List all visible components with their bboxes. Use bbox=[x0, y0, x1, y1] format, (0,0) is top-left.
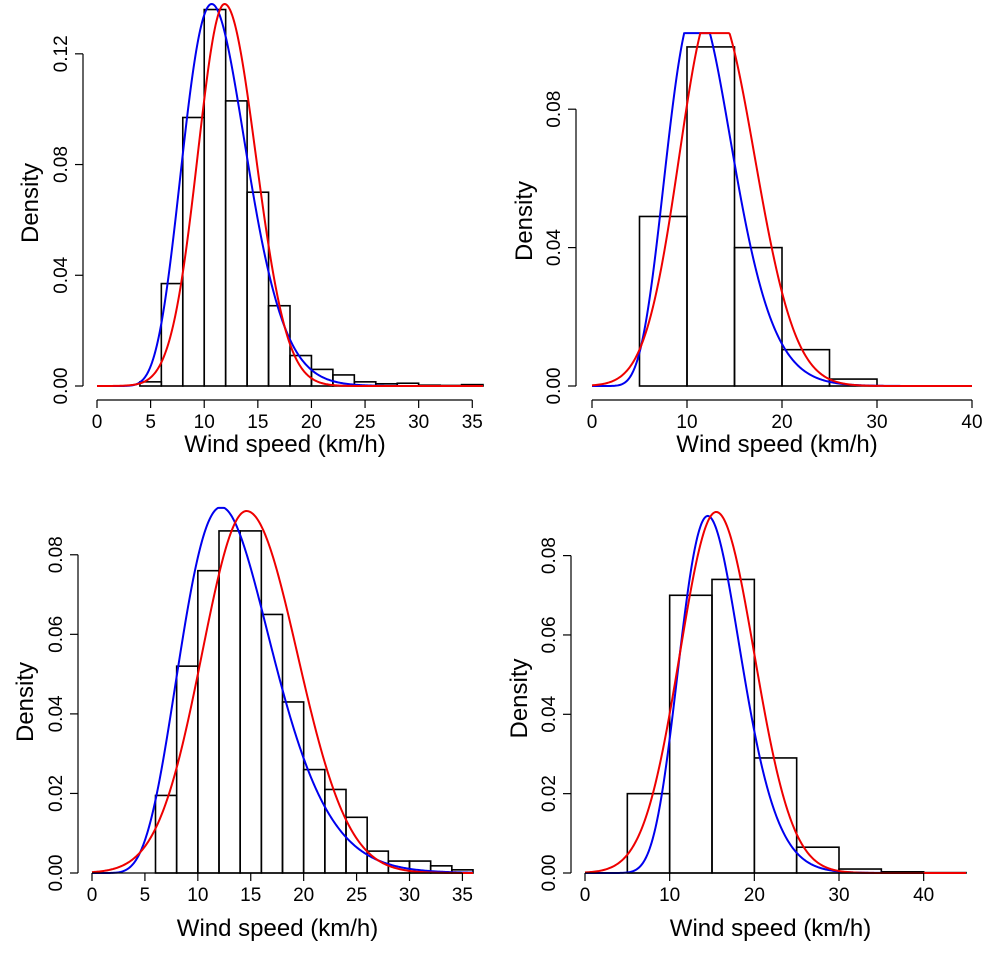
y-axis-title: Density bbox=[506, 658, 533, 738]
y-tick-label: 0.02 bbox=[46, 775, 67, 812]
y-tick-label: 0.02 bbox=[539, 775, 560, 812]
x-tick-label: 0 bbox=[87, 885, 98, 906]
histogram-bars bbox=[154, 530, 474, 874]
x-axis: 0 10 20 30 40 bbox=[580, 872, 934, 906]
y-axis-title: Density bbox=[17, 163, 44, 243]
panel-2: 0 10 20 30 40 Wind speed (km/h) 0.00 0.04 0.08 De… bbox=[511, 32, 983, 458]
histogram-bar bbox=[218, 530, 241, 874]
histogram-bar bbox=[324, 788, 347, 874]
histogram-bar bbox=[638, 215, 688, 387]
x-tick-label: 30 bbox=[399, 885, 420, 906]
y-tick-label: 0.06 bbox=[46, 616, 67, 653]
x-tick-label: 35 bbox=[452, 885, 473, 906]
y-tick-label: 0.04 bbox=[539, 695, 560, 732]
y-axis: 0.00 0.04 0.08 bbox=[544, 91, 577, 405]
histogram-bars bbox=[626, 578, 967, 874]
x-axis-title: Wind speed (km/h) bbox=[676, 431, 877, 458]
x-tick-label: 25 bbox=[346, 885, 367, 906]
x-tick-label: 10 bbox=[659, 885, 680, 906]
histogram-bar bbox=[686, 46, 736, 387]
x-tick-label: 40 bbox=[961, 412, 982, 433]
histogram-bar bbox=[267, 304, 291, 387]
y-axis: 0.00 0.04 0.08 0.12 bbox=[51, 35, 84, 405]
y-tick-label: 0.00 bbox=[539, 855, 560, 892]
x-axis: 0 5 10 15 20 25 30 35 bbox=[92, 399, 483, 433]
y-tick-label: 0.06 bbox=[539, 616, 560, 653]
x-tick-label: 20 bbox=[771, 412, 792, 433]
y-tick-label: 0.00 bbox=[51, 368, 72, 405]
red-density-curve bbox=[591, 32, 972, 387]
histogram-bar bbox=[289, 354, 313, 387]
x-tick-label: 15 bbox=[247, 412, 268, 433]
y-tick-label: 0.08 bbox=[46, 536, 67, 573]
x-tick-label: 30 bbox=[828, 885, 849, 906]
histogram-bars bbox=[638, 46, 878, 387]
x-tick-label: 0 bbox=[580, 885, 591, 906]
x-axis-title: Wind speed (km/h) bbox=[184, 431, 385, 458]
x-tick-label: 0 bbox=[92, 412, 103, 433]
histogram-bar bbox=[197, 569, 220, 874]
histogram-bar bbox=[246, 191, 270, 387]
x-tick-label: 0 bbox=[587, 412, 598, 433]
red-density-curve bbox=[96, 2, 483, 387]
x-tick-label: 20 bbox=[293, 885, 314, 906]
x-tick-label: 30 bbox=[408, 412, 429, 433]
y-tick-label: 0.08 bbox=[539, 537, 560, 574]
y-axis-title: Density bbox=[511, 181, 538, 261]
y-tick-label: 0.04 bbox=[544, 229, 565, 266]
blue-density-curve bbox=[585, 514, 966, 874]
histogram-bar bbox=[668, 594, 713, 874]
x-tick-label: 20 bbox=[301, 412, 322, 433]
x-axis: 0 10 20 30 40 bbox=[587, 399, 983, 433]
y-tick-label: 0.00 bbox=[46, 855, 67, 892]
histogram-bar bbox=[781, 348, 831, 387]
blue-density-curve bbox=[92, 506, 474, 874]
x-axis-title: Wind speed (km/h) bbox=[177, 915, 378, 942]
x-axis: 0 5 10 15 20 25 30 35 bbox=[87, 872, 473, 906]
x-tick-label: 10 bbox=[194, 412, 215, 433]
y-tick-label: 0.04 bbox=[46, 695, 67, 732]
x-tick-label: 30 bbox=[866, 412, 887, 433]
histogram-bars bbox=[139, 8, 484, 387]
x-tick-label: 5 bbox=[145, 412, 156, 433]
x-tick-label: 20 bbox=[744, 885, 765, 906]
y-axis: 0.00 0.02 0.04 0.06 0.08 bbox=[539, 537, 572, 892]
y-axis: 0.00 0.02 0.04 0.06 0.08 bbox=[46, 536, 79, 892]
x-tick-label: 25 bbox=[354, 412, 375, 433]
y-axis-title: Density bbox=[12, 662, 39, 742]
histogram-bar bbox=[175, 665, 199, 874]
y-tick-label: 0.12 bbox=[51, 35, 72, 72]
x-tick-label: 15 bbox=[240, 885, 261, 906]
histogram-bar bbox=[154, 794, 178, 874]
red-density-curve bbox=[584, 510, 966, 874]
x-tick-label: 10 bbox=[676, 412, 697, 433]
y-tick-label: 0.04 bbox=[51, 256, 72, 293]
histogram-bar bbox=[239, 530, 263, 874]
histogram-bar bbox=[203, 8, 227, 387]
y-tick-label: 0.00 bbox=[544, 368, 565, 405]
x-tick-label: 10 bbox=[187, 885, 208, 906]
x-tick-label: 35 bbox=[462, 412, 483, 433]
x-tick-label: 5 bbox=[140, 885, 151, 906]
x-axis-title: Wind speed (km/h) bbox=[670, 915, 871, 942]
histogram-bar bbox=[733, 246, 783, 387]
y-tick-label: 0.08 bbox=[544, 91, 565, 128]
y-tick-label: 0.08 bbox=[51, 146, 72, 183]
red-density-curve bbox=[91, 510, 473, 874]
x-tick-label: 40 bbox=[913, 885, 934, 906]
